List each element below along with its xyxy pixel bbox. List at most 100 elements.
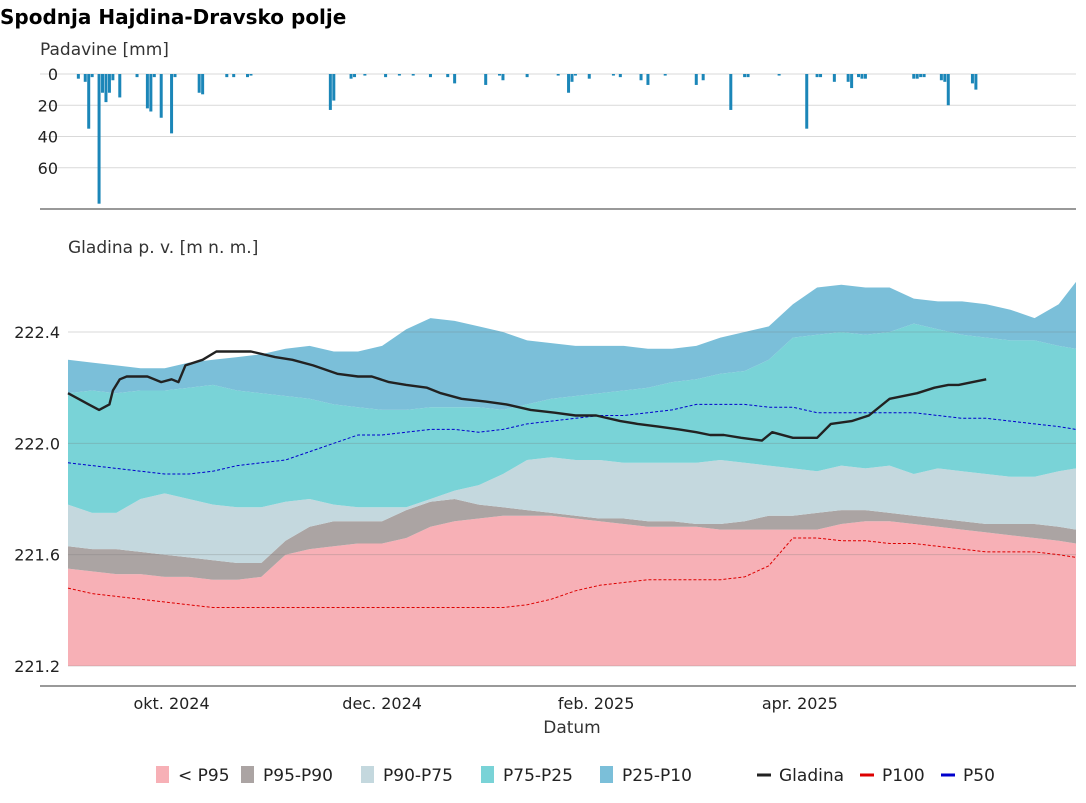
legend-label: P90-P75 (383, 766, 453, 786)
gw-x-ticks: okt. 2024 dec. 2024 feb. 2025 apr. 2025 (133, 694, 837, 713)
precip-y-axis-title: Padavine [mm] (40, 40, 169, 60)
precip-bar (384, 74, 388, 78)
precip-bar (135, 74, 139, 78)
precip-bar (663, 74, 667, 76)
precip-bar (970, 74, 974, 84)
legend-label: Gladina (779, 766, 844, 786)
precip-bar (701, 74, 705, 81)
precip-bar (411, 74, 415, 76)
precip-bar (83, 74, 87, 82)
precip-bar (501, 74, 505, 81)
precip-bar (805, 74, 809, 129)
precip-gridlines (40, 73, 1076, 169)
precip-bar (145, 74, 149, 109)
precip-bar (922, 74, 926, 78)
precip-y-tick-label: 60 (38, 159, 58, 178)
precip-bar (939, 74, 943, 81)
precip-bar (249, 74, 253, 76)
precip-bar (618, 74, 622, 78)
precip-bar (446, 74, 450, 78)
precip-bar (363, 74, 367, 76)
precip-bar (746, 74, 750, 78)
precip-bar (525, 74, 529, 78)
chart-title: Spodnja Hajdina-Dravsko polje (0, 5, 346, 29)
precip-bar (919, 74, 923, 78)
band-p95-p90 (68, 499, 1076, 580)
precip-bar (860, 74, 864, 79)
precip-bar (170, 74, 174, 134)
gw-y-axis-title: Gladina p. v. [m n. m.] (68, 238, 258, 258)
gw-gridlines (68, 331, 1076, 667)
legend-label: P50 (963, 766, 995, 786)
precip-bar (97, 74, 101, 204)
precip-bar (484, 74, 488, 85)
precip-bar (149, 74, 153, 112)
precip-y-tick-label: 0 (48, 65, 58, 84)
precip-bar (743, 74, 747, 78)
legend-swatch (241, 766, 254, 783)
precip-bar (819, 74, 823, 78)
precip-bar (397, 74, 401, 76)
legend-label: P75-P25 (503, 766, 573, 786)
gw-x-tick-label: dec. 2024 (342, 694, 422, 713)
precip-bar (556, 74, 560, 76)
band-below-p95 (68, 515, 1076, 666)
legend-swatch (600, 766, 613, 783)
precip-bar (159, 74, 163, 118)
legend-label: P100 (882, 766, 925, 786)
precip-bar (152, 74, 156, 78)
gw-x-axis-title: Datum (543, 718, 601, 738)
precip-bar (943, 74, 947, 82)
gw-percentile-bands (68, 281, 1076, 666)
band-p25-p10 (68, 281, 1076, 410)
precip-bar (567, 74, 571, 93)
precip-bar (777, 74, 781, 76)
precip-bar (832, 74, 836, 82)
precip-y-tick-label: 20 (38, 96, 58, 115)
precip-bar (573, 74, 577, 76)
precip-bar (912, 74, 916, 79)
legend-swatch (481, 766, 494, 783)
legend-label: P25-P10 (622, 766, 692, 786)
legend-swatch (361, 766, 374, 783)
precip-bar (946, 74, 950, 106)
precip-bars (76, 74, 978, 204)
precip-bar (815, 74, 819, 78)
precip-bar (498, 74, 502, 76)
precip-bar (87, 74, 91, 129)
precip-bar (428, 74, 432, 78)
precip-bar (646, 74, 650, 85)
precip-y-tick-label: 40 (38, 128, 58, 147)
p100-line (67, 537, 1077, 608)
precip-bar (76, 74, 80, 79)
gw-x-tick-label: okt. 2024 (133, 694, 209, 713)
precip-bar (101, 74, 105, 93)
legend-label: < P95 (178, 766, 230, 786)
legend-swatch (156, 766, 169, 783)
precip-bar (974, 74, 978, 90)
band-p90-p75 (68, 457, 1076, 563)
precip-bar (353, 74, 357, 78)
precip-bar (197, 74, 201, 93)
precip-bar (328, 74, 332, 110)
precip-bar (225, 74, 229, 78)
p50-line (67, 403, 1077, 475)
precip-bar (846, 74, 850, 82)
precip-bar (118, 74, 122, 98)
precip-bar (611, 74, 615, 76)
precip-bar (201, 74, 205, 95)
gladina-line (67, 350, 987, 442)
precip-bar (453, 74, 457, 84)
precip-bar (246, 74, 250, 78)
precip-bar (232, 74, 236, 78)
gw-lines (67, 350, 1077, 608)
precip-bar (349, 74, 353, 79)
precip-bar (850, 74, 854, 89)
legend-label: P95-P90 (263, 766, 333, 786)
precip-bar (332, 74, 336, 101)
legend: < P95 P95-P90 P90-P75 P75-P25 P25-P10 Gladina… (156, 766, 995, 786)
gw-x-tick-label: feb. 2025 (558, 694, 635, 713)
gw-x-tick-label: apr. 2025 (762, 694, 838, 713)
precip-bar (863, 74, 867, 79)
